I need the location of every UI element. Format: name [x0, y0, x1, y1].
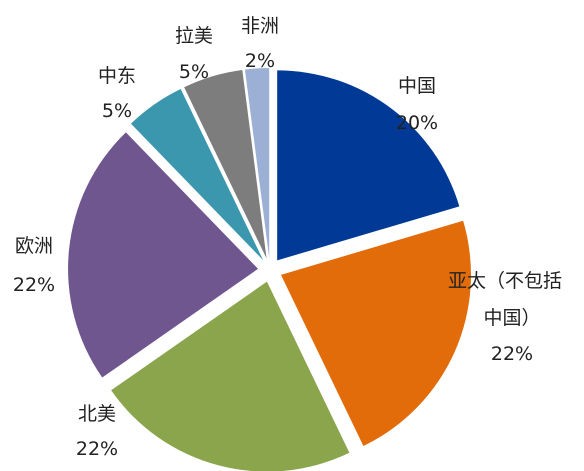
label-apac-name-line1: 亚太（不包括	[448, 270, 562, 292]
pie-slices	[68, 68, 471, 471]
label-africa-name: 非洲	[241, 15, 279, 37]
slice-northamerica	[111, 281, 350, 471]
label-northamerica-name: 北美	[78, 403, 116, 425]
label-apac-name-line2: 中国）	[483, 307, 540, 329]
label-china-value: 20%	[396, 112, 438, 134]
slice-apac	[280, 220, 471, 447]
slice-china	[277, 70, 460, 261]
label-africa-value: 2%	[245, 50, 275, 72]
label-apac-value: 22%	[491, 343, 533, 365]
label-europe-name: 欧洲	[15, 235, 53, 257]
label-middleeast-name: 中东	[98, 65, 136, 87]
label-latam-name: 拉美	[175, 25, 213, 47]
slice-europe	[68, 132, 259, 378]
label-china-name: 中国	[398, 75, 436, 97]
slice-middleeast	[130, 88, 264, 261]
label-northamerica-value: 22%	[76, 438, 118, 460]
label-middleeast-value: 5%	[102, 100, 132, 122]
label-latam-value: 5%	[179, 61, 209, 83]
slice-latam	[184, 70, 267, 259]
slice-africa	[244, 68, 270, 259]
label-europe-value: 22%	[13, 274, 55, 296]
